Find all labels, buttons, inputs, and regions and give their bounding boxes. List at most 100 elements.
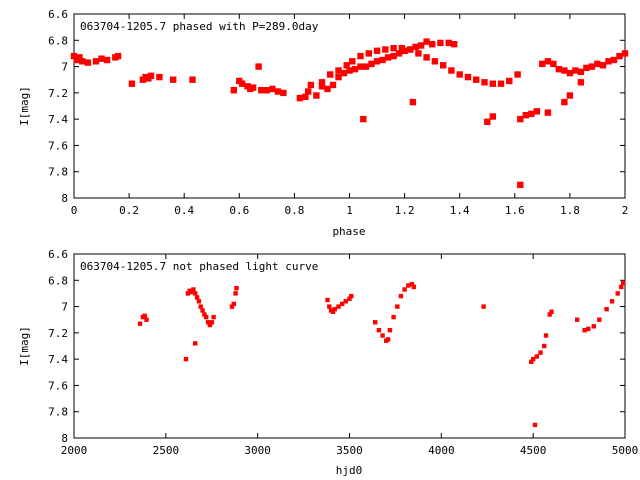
- phased-data-point: [98, 55, 105, 62]
- phased-data-point: [544, 58, 552, 65]
- phased-data-point: [238, 80, 246, 87]
- phased-data-point: [489, 113, 496, 120]
- phased-data-point: [522, 112, 529, 119]
- phased-data-point: [189, 76, 196, 83]
- phased-data-point: [360, 115, 367, 123]
- unphased-y-tick-label: 7.8: [48, 406, 68, 419]
- unphased-data-point: [327, 304, 332, 309]
- phased-y-tick-label: 7.2: [48, 87, 68, 100]
- unphased-x-tick-label: 4500: [520, 444, 547, 457]
- phased-data-point: [594, 60, 601, 68]
- phased-data-point: [533, 108, 540, 115]
- phased-data-point: [318, 83, 326, 90]
- phased-data-point: [456, 71, 463, 78]
- phased-data-point: [170, 76, 177, 83]
- unphased-y-tick-label: 7.4: [48, 353, 68, 366]
- unphased-x-ticks: 2000 2500 3000 3500 4000 4500 5000: [61, 254, 638, 457]
- phased-x-ticks: 0 0.2 0.4 0.6 0.8 1 1.2 1.4 1.6 1.8 2: [71, 14, 628, 217]
- phased-y-tick-label: 7.8: [48, 166, 68, 179]
- unphased-data-point: [202, 312, 207, 317]
- phased-data-point: [577, 79, 585, 86]
- phased-data-point: [349, 58, 356, 65]
- phased-data-point: [318, 79, 326, 86]
- unphased-x-axis-title: hjd0: [336, 464, 363, 477]
- phased-data-point: [269, 85, 276, 93]
- phased-data-point: [76, 54, 83, 61]
- phased-data-point: [599, 62, 607, 69]
- phased-data-point: [409, 98, 417, 106]
- unphased-data-point: [376, 328, 382, 333]
- unphased-data-point: [137, 321, 143, 326]
- unphased-data-point: [398, 293, 404, 299]
- unphased-data-point: [142, 313, 147, 318]
- phased-data-point: [423, 38, 430, 45]
- phased-data-point: [514, 71, 521, 78]
- unphased-x-tick-label: 3500: [336, 444, 363, 457]
- unphased-data-point: [336, 304, 341, 309]
- unphased-data-point: [621, 280, 626, 286]
- phased-data-point: [561, 67, 568, 74]
- unphased-y-tick-label: 7.2: [48, 327, 68, 340]
- unphased-data-point: [619, 284, 624, 290]
- phased-data-point: [528, 110, 535, 118]
- unphased-data-point: [144, 317, 149, 322]
- phased-data-point: [357, 63, 364, 70]
- unphased-light-curve-panel: 063704-1205.7 not phased light curve hjd…: [18, 248, 638, 477]
- phased-data-point: [263, 87, 271, 94]
- unphased-data-point: [402, 287, 407, 292]
- unphased-data-point: [529, 359, 534, 364]
- unphased-data-point: [330, 309, 336, 314]
- unphased-data-point: [582, 328, 587, 333]
- phased-x-tick-label: 0.6: [229, 204, 249, 217]
- unphased-x-tick-label: 3000: [244, 444, 271, 457]
- phased-data-point: [610, 56, 618, 64]
- unphased-y-tick-label: 7.6: [48, 379, 68, 392]
- phased-data-point: [156, 73, 163, 81]
- unphased-data-point: [234, 286, 239, 291]
- unphased-data-point: [343, 299, 348, 304]
- phased-data-point: [484, 118, 491, 125]
- phased-data-point: [577, 68, 585, 75]
- phased-data-point: [147, 72, 155, 79]
- phased-data-point: [368, 60, 375, 68]
- phased-data-point: [412, 43, 419, 51]
- unphased-data-point: [373, 320, 378, 325]
- phased-data-point: [544, 109, 552, 116]
- phased-data-point: [230, 87, 237, 94]
- phased-data-point: [296, 94, 304, 102]
- phased-plot-title: 063704-1205.7 phased with P=289.0day: [80, 20, 319, 33]
- unphased-data-point: [185, 291, 191, 296]
- phased-data-point: [406, 46, 414, 53]
- unphased-data-point: [395, 304, 400, 309]
- unphased-y-ticks: 6.6 6.8 7 7.2 7.4 7.6 7.8 8: [48, 248, 625, 445]
- phased-data-point: [351, 66, 359, 73]
- phased-data-point: [489, 80, 496, 87]
- phased-y-tick-label: 7.6: [48, 139, 68, 152]
- phased-x-tick-label: 0.8: [284, 204, 304, 217]
- phased-data-point: [398, 45, 405, 52]
- phased-data-point: [305, 88, 312, 95]
- unphased-data-point: [204, 314, 209, 320]
- unphased-data-point: [233, 291, 238, 296]
- unphased-y-tick-label: 6.8: [48, 274, 68, 287]
- phased-data-point: [79, 58, 86, 65]
- phased-data-point: [255, 63, 262, 70]
- unphased-data-point: [547, 312, 552, 317]
- unphased-data-point: [615, 291, 620, 296]
- phased-y-tick-label: 7.4: [48, 113, 68, 126]
- unphased-data-point: [196, 299, 202, 304]
- unphased-data-point: [597, 317, 602, 322]
- phased-data-point: [70, 52, 78, 60]
- phased-data-point: [379, 56, 386, 64]
- phased-data-point: [128, 80, 136, 87]
- unphased-data-point: [325, 297, 330, 303]
- phased-data-point: [84, 59, 91, 66]
- phased-data-point: [415, 50, 422, 57]
- phased-x-axis-title: phase: [332, 225, 365, 238]
- phased-data-point: [517, 181, 524, 189]
- phased-data-point: [583, 64, 590, 72]
- phased-data-point: [445, 39, 452, 47]
- phased-data-point: [390, 45, 397, 52]
